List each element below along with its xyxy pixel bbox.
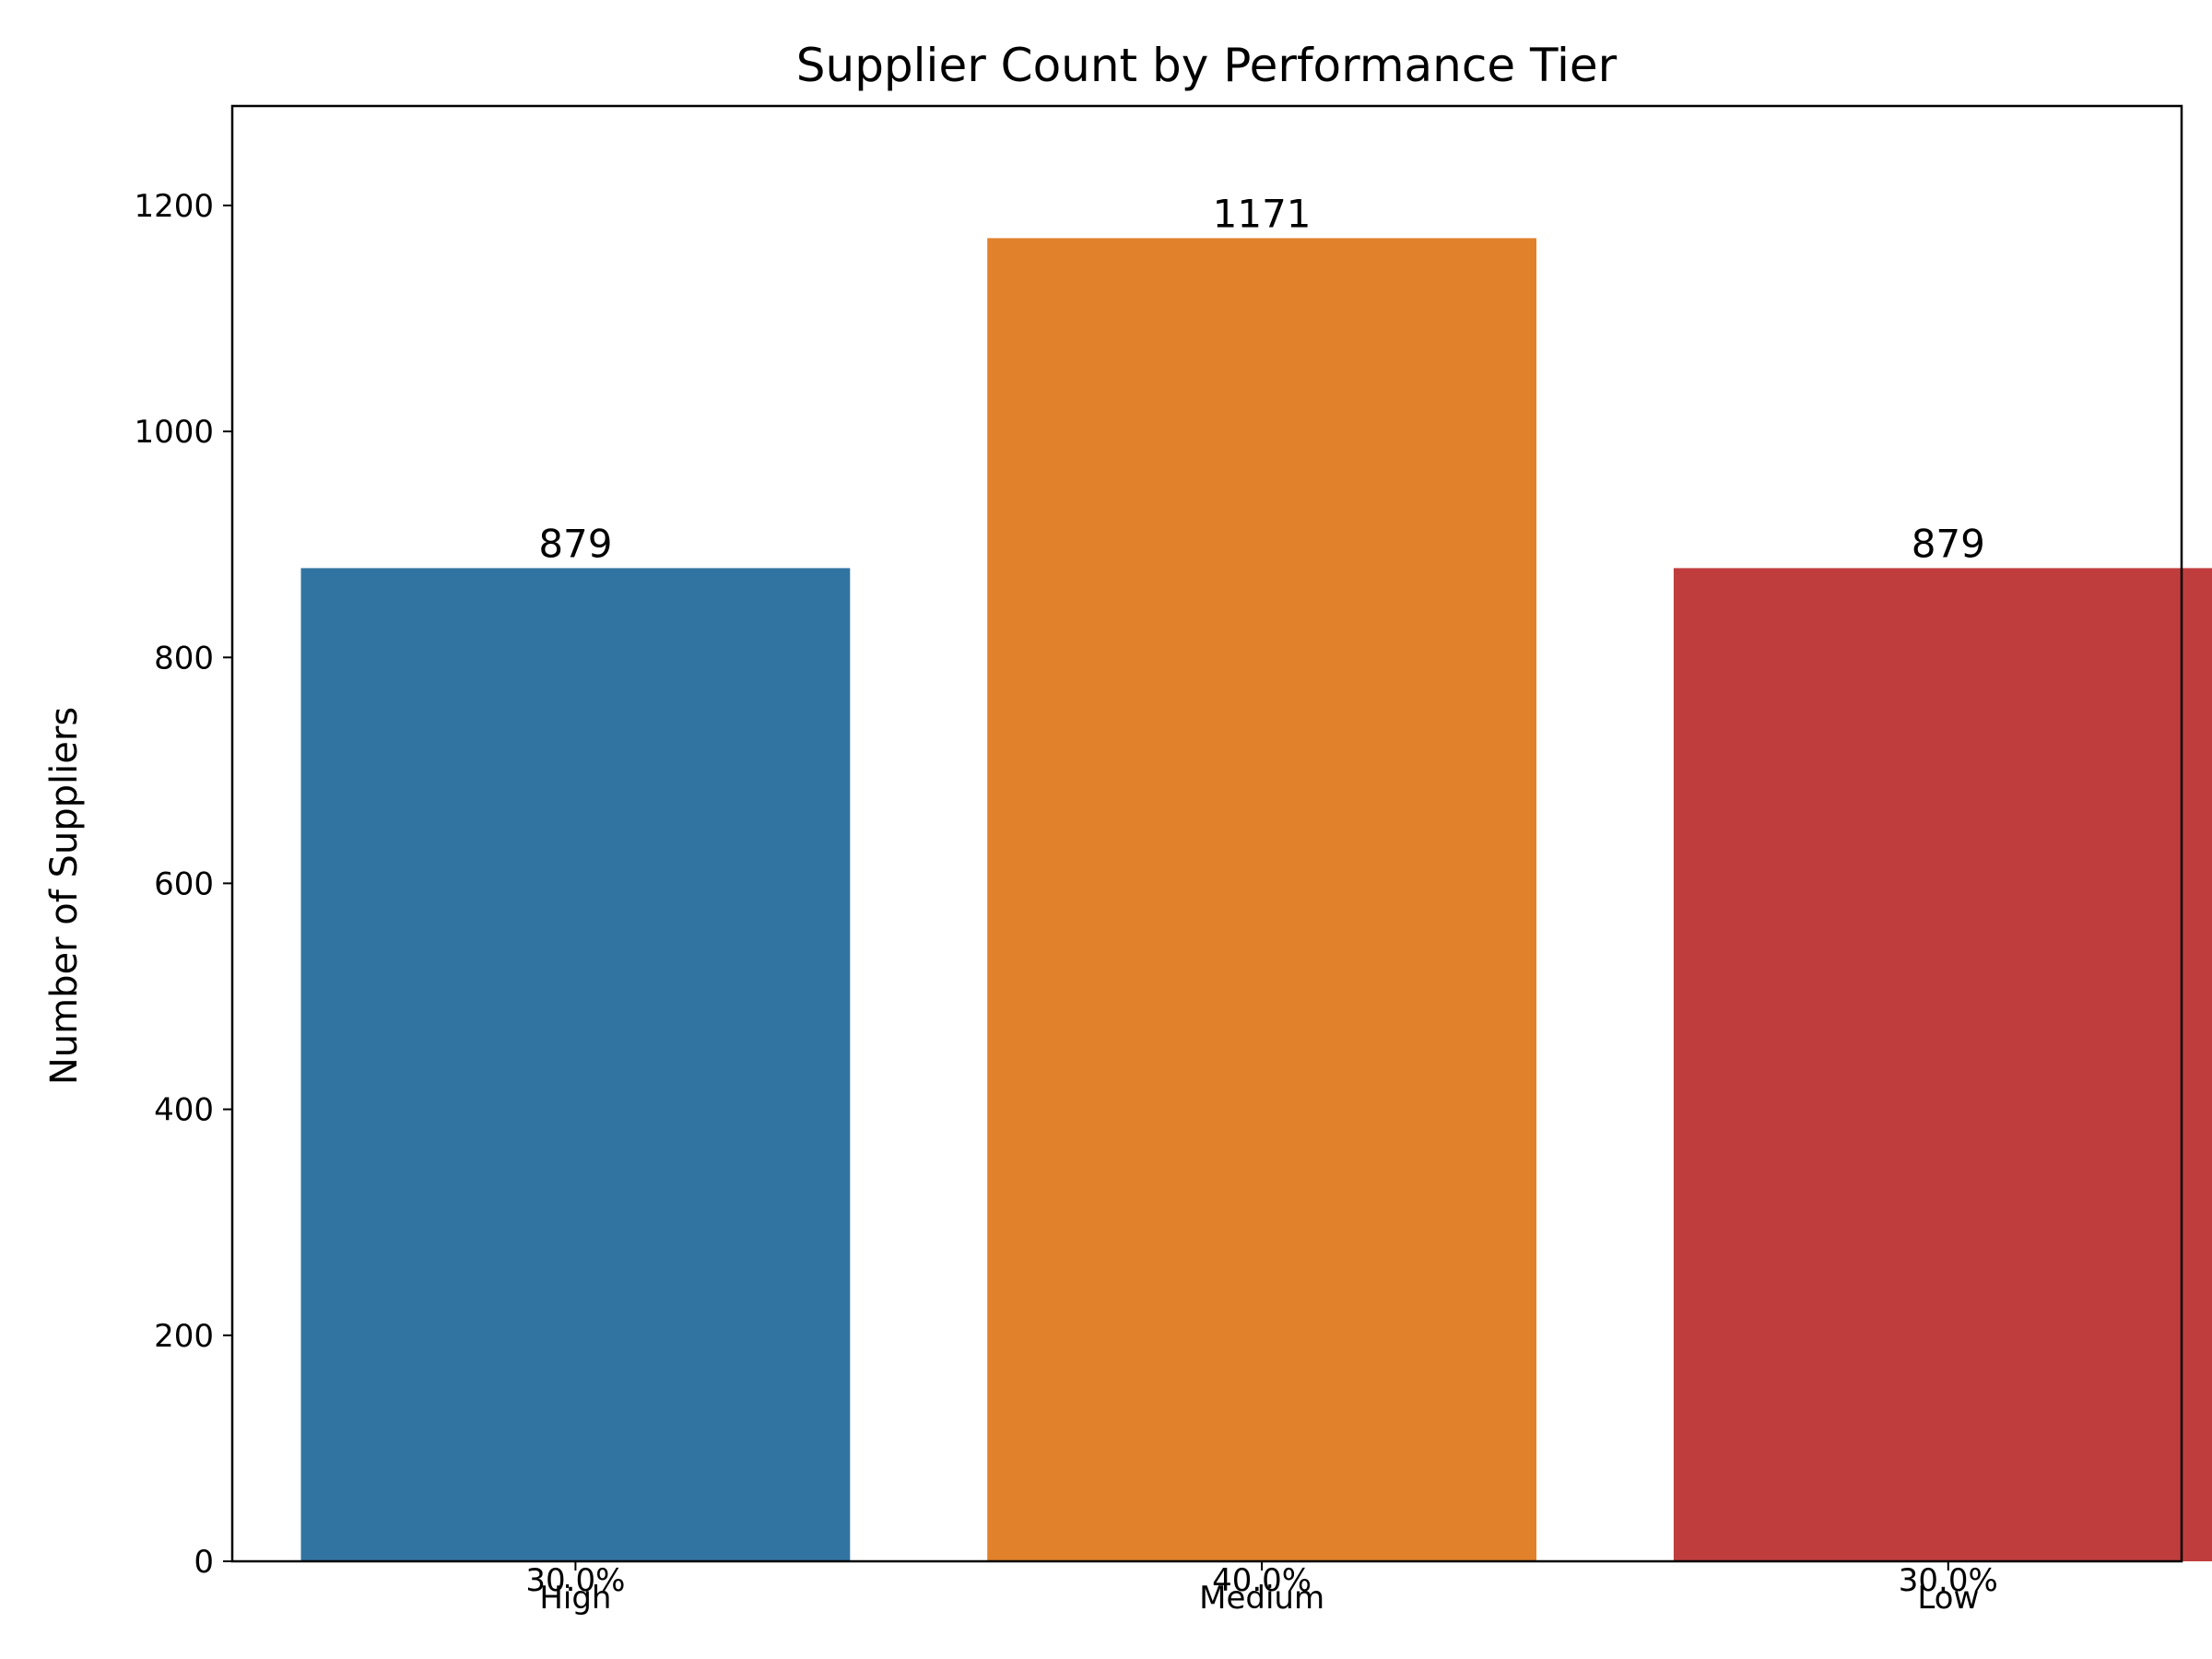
- percent-label-high: 30.0%: [525, 1562, 625, 1599]
- x-tick-label-high: High: [539, 1580, 611, 1617]
- y-axis: 0 200 400 600 800 1000 1200: [134, 188, 232, 1581]
- bar-low: [1673, 568, 2212, 1561]
- y-tick-label: 1200: [134, 188, 214, 225]
- bars-group: [300, 238, 2212, 1561]
- data-labels: 879 30.0% 1171 40.0% 879 30.0%: [525, 191, 1997, 1599]
- x-tick-label-low: Low: [1917, 1580, 1979, 1617]
- y-tick-label: 0: [194, 1544, 214, 1581]
- y-tick-label: 400: [154, 1092, 214, 1129]
- value-label-medium: 1171: [1213, 191, 1312, 236]
- plot-frame: [230, 104, 2183, 1563]
- value-label-high: 879: [538, 521, 612, 566]
- x-tick-label-medium: Medium: [1199, 1580, 1324, 1617]
- percent-label-low: 30.0%: [1899, 1562, 1998, 1599]
- percent-label-medium: 40.0%: [1212, 1562, 1312, 1599]
- value-label-low: 879: [1912, 521, 1985, 566]
- y-tick-label: 200: [154, 1318, 214, 1355]
- bar-medium: [987, 238, 1536, 1561]
- chart-title: Supplier Count by Performance Tier: [796, 39, 1618, 92]
- x-axis: High Medium Low: [539, 1561, 1979, 1617]
- y-axis-title: Number of Suppliers: [43, 707, 86, 1085]
- y-tick-label: 800: [154, 640, 214, 677]
- bar-high: [300, 568, 851, 1561]
- y-tick-label: 600: [154, 865, 214, 902]
- y-tick-label: 1000: [134, 414, 214, 451]
